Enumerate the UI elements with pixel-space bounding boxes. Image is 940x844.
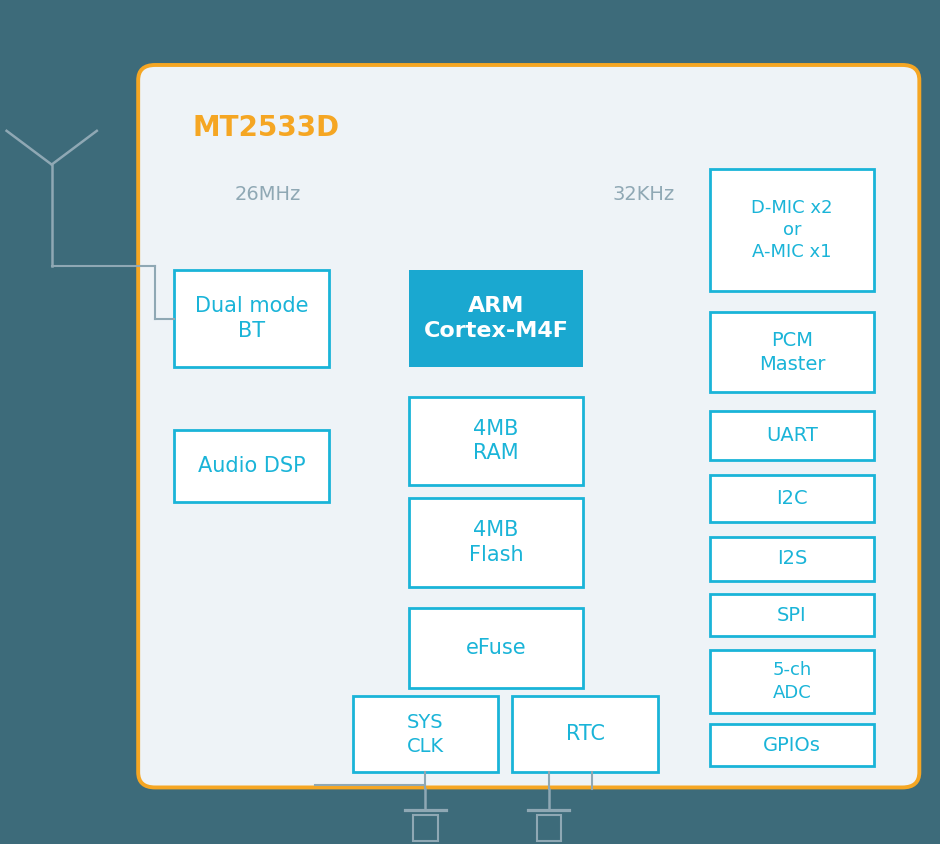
Bar [409, 498, 583, 587]
Text: GPIOs: GPIOs [763, 736, 821, 755]
Text: Dual mode
BT: Dual mode BT [195, 296, 308, 341]
Text: eFuse: eFuse [465, 638, 526, 657]
Bar [710, 312, 874, 392]
Text: 32KHz: 32KHz [613, 185, 675, 203]
Text: 4MB
RAM: 4MB RAM [473, 419, 519, 463]
Bar [512, 696, 658, 772]
Bar [409, 397, 583, 485]
FancyBboxPatch shape [138, 65, 919, 787]
Bar [710, 475, 874, 522]
Bar [710, 724, 874, 766]
Bar [710, 650, 874, 713]
Text: Audio DSP: Audio DSP [197, 457, 306, 476]
Bar [352, 696, 498, 772]
Text: I2S: I2S [776, 549, 807, 568]
Text: UART: UART [766, 426, 818, 445]
Bar [174, 270, 329, 367]
Text: SYS
CLK: SYS CLK [407, 713, 444, 755]
Text: SPI: SPI [777, 606, 807, 625]
Bar [174, 430, 329, 502]
Bar [710, 169, 874, 291]
Text: D-MIC x2
or
A-MIC x1: D-MIC x2 or A-MIC x1 [751, 199, 833, 261]
Bar [710, 411, 874, 460]
Text: MT2533D: MT2533D [193, 114, 340, 142]
Text: 26MHz: 26MHz [235, 185, 301, 203]
Bar [409, 270, 583, 367]
Bar [409, 608, 583, 688]
Text: I2C: I2C [776, 489, 807, 508]
Bar [710, 537, 874, 581]
Bar [414, 815, 438, 841]
Text: PCM
Master: PCM Master [759, 331, 825, 374]
Text: ARM
Cortex-M4F: ARM Cortex-M4F [423, 296, 569, 341]
Text: 4MB
Flash: 4MB Flash [468, 520, 524, 565]
Bar [710, 594, 874, 636]
Text: 5-ch
ADC: 5-ch ADC [773, 662, 811, 701]
Bar [537, 815, 561, 841]
Text: RTC: RTC [566, 724, 604, 744]
